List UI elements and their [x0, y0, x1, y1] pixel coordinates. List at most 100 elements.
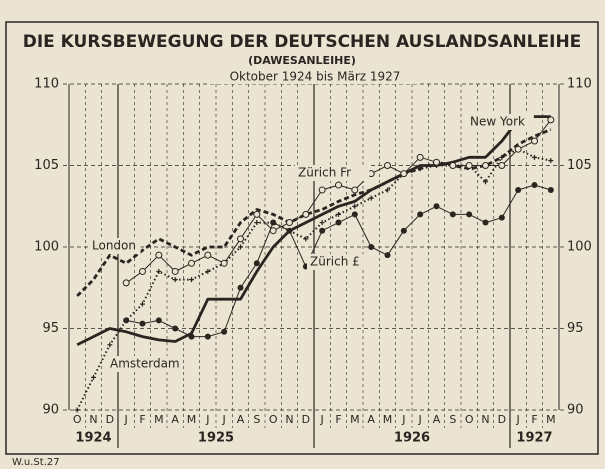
point: [286, 227, 293, 234]
chart-title: DIE KURSBEWEGUNG DER DEUTSCHEN AUSLANDSA…: [23, 32, 582, 52]
label-bg: [467, 114, 534, 130]
series-label: Zürich £: [310, 255, 360, 269]
x-tick-label: M: [546, 413, 556, 426]
series-line: [76, 128, 552, 297]
period-bg: [210, 69, 420, 84]
point: [155, 317, 162, 324]
x-tick-label: A: [237, 413, 245, 426]
label-bg: [295, 165, 370, 181]
point: [483, 179, 488, 185]
point: [318, 186, 326, 194]
point: [253, 210, 261, 218]
point: [237, 284, 244, 291]
chart-subtitle: (DAWESANLEIHE): [248, 54, 356, 67]
x-tick-label: D: [302, 413, 310, 426]
x-tick-label: F: [531, 413, 537, 426]
point: [531, 137, 538, 145]
point: [433, 158, 440, 166]
x-tick-label: O: [269, 413, 278, 426]
year-label: 1925: [198, 431, 234, 446]
x-tick-label: F: [139, 413, 145, 426]
point: [416, 153, 424, 161]
point: [548, 158, 554, 164]
point: [547, 116, 555, 124]
x-tick-label: M: [350, 413, 360, 426]
point: [74, 407, 80, 413]
source: W.u.St.27: [12, 457, 60, 468]
label-bg: [307, 254, 374, 270]
point: [220, 259, 228, 267]
y-tick-label: 90: [42, 403, 59, 418]
x-tick-label: N: [89, 413, 97, 426]
point: [531, 182, 538, 189]
label-bg: [107, 356, 182, 372]
x-tick-label: M: [187, 413, 197, 426]
y2-tick-label: 105: [567, 158, 592, 173]
point: [123, 317, 130, 324]
y2-tick-label: 110: [567, 77, 592, 92]
series-label: New York: [470, 115, 525, 129]
point: [514, 145, 522, 153]
point: [302, 210, 310, 218]
point: [449, 162, 457, 169]
x-tick-label: D: [106, 413, 114, 426]
x-tick-label: D: [498, 413, 506, 426]
y-tick-label: 105: [34, 158, 59, 173]
x-tick-label: J: [516, 413, 520, 426]
point: [107, 342, 113, 348]
point: [498, 162, 506, 169]
point: [204, 333, 211, 340]
y2-tick-label: 90: [567, 403, 584, 418]
point: [335, 181, 342, 189]
x-tick-label: O: [465, 413, 474, 426]
point: [188, 259, 195, 267]
point: [400, 170, 408, 178]
point: [466, 211, 473, 218]
point: [91, 374, 96, 380]
point: [547, 186, 554, 193]
point: [172, 277, 178, 283]
x-tick-label: F: [335, 413, 341, 426]
label-bg: [89, 238, 141, 254]
point: [237, 235, 244, 243]
x-tick-label: A: [171, 413, 179, 426]
point: [189, 277, 194, 283]
point: [270, 219, 277, 226]
point: [171, 267, 179, 275]
point: [482, 219, 489, 226]
point: [336, 211, 341, 217]
point: [335, 219, 342, 226]
point: [351, 211, 358, 218]
x-tick-label: J: [124, 413, 128, 426]
point: [188, 333, 195, 340]
x-tick-label: M: [383, 413, 393, 426]
point: [368, 195, 374, 201]
point: [498, 214, 505, 221]
x-tick-label: J: [320, 413, 324, 426]
period: Oktober 1924 bis März 1927: [230, 70, 401, 84]
point: [286, 219, 293, 227]
x-tick-label: J: [222, 413, 226, 426]
series-label: London: [92, 239, 136, 253]
frame: [5, 21, 599, 455]
series-label: Amsterdam: [110, 357, 180, 371]
y-tick-label: 95: [42, 321, 59, 336]
point: [352, 203, 358, 209]
point: [384, 162, 391, 169]
point: [156, 268, 162, 274]
point: [319, 220, 325, 226]
point: [532, 154, 537, 160]
point: [253, 260, 260, 267]
point: [351, 186, 359, 194]
x-tick-label: S: [253, 413, 260, 426]
series-line: [76, 115, 551, 347]
x-tick-label: A: [367, 413, 375, 426]
point: [204, 251, 212, 259]
y2-tick-label: 95: [567, 321, 584, 336]
x-tick-label: A: [433, 413, 441, 426]
x-tick-label: M: [154, 413, 164, 426]
point: [482, 162, 489, 169]
x-tick-label: S: [449, 413, 456, 426]
year-label: 1926: [394, 431, 430, 446]
